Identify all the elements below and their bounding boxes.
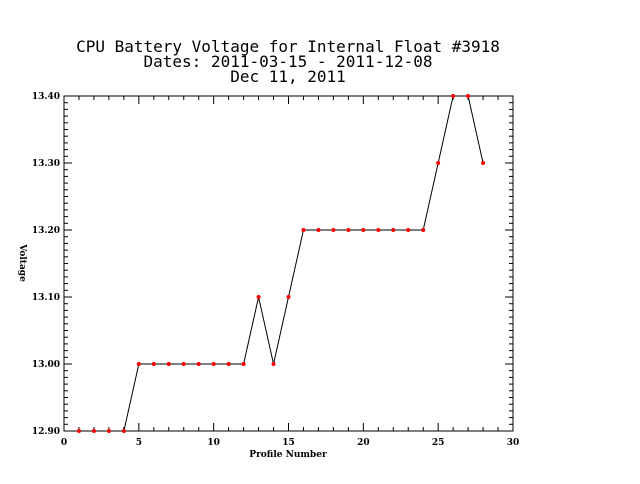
data-series	[76, 94, 486, 433]
x-tick-label: 15	[282, 438, 295, 448]
data-point	[406, 228, 411, 232]
chart-title-line-3: Dec 11, 2011	[230, 67, 346, 86]
data-point	[181, 362, 186, 366]
data-point	[451, 94, 456, 98]
x-tick-label: 25	[432, 438, 445, 448]
x-tick-label: 0	[61, 438, 67, 448]
data-point	[436, 161, 441, 165]
series-line	[78, 95, 484, 432]
y-tick-label: 13.20	[32, 226, 60, 236]
data-point	[106, 429, 111, 433]
data-point	[226, 362, 231, 366]
data-point	[346, 228, 351, 232]
data-point	[121, 429, 126, 433]
y-axis-title: Voltage	[17, 243, 27, 282]
data-point	[136, 362, 141, 366]
x-tick-label: 5	[136, 438, 142, 448]
y-tick-label: 12.90	[32, 427, 60, 437]
y-tick-label: 13.40	[32, 92, 60, 102]
data-point	[241, 362, 246, 366]
chart-title-line-2: Dates: 2011-03-15 - 2011-12-08	[144, 52, 433, 71]
data-point	[76, 429, 81, 433]
data-point	[421, 228, 426, 232]
axis-ticks	[63, 95, 514, 432]
data-point	[391, 228, 396, 232]
x-tick-label: 20	[357, 438, 370, 448]
x-axis-title: Profile Number	[249, 450, 327, 460]
data-point	[481, 161, 486, 165]
data-point	[301, 228, 306, 232]
data-point	[361, 228, 366, 232]
data-point	[196, 362, 201, 366]
data-point	[331, 228, 336, 232]
axis-tick-labels: 0 5 10 15 20 25 30 12.90 13.00 13.10 13.20 13.30 13.…	[32, 92, 519, 448]
y-tick-label: 13.10	[32, 293, 60, 303]
data-point	[271, 362, 276, 366]
plot-border	[63, 95, 514, 432]
data-point	[211, 362, 216, 366]
x-tick-label: 10	[207, 438, 220, 448]
x-tick-label: 30	[507, 438, 520, 448]
data-point	[256, 295, 261, 299]
data-point	[91, 429, 96, 433]
data-point	[151, 362, 156, 366]
data-point	[316, 228, 321, 232]
data-point	[166, 362, 171, 366]
y-tick-label: 13.30	[32, 159, 60, 169]
data-point	[286, 295, 291, 299]
y-tick-label: 13.00	[32, 360, 60, 370]
data-point	[376, 228, 381, 232]
plot-frame	[63, 95, 514, 432]
data-point	[466, 94, 471, 98]
chart-title-line-1: CPU Battery Voltage for Internal Float #…	[76, 37, 500, 56]
